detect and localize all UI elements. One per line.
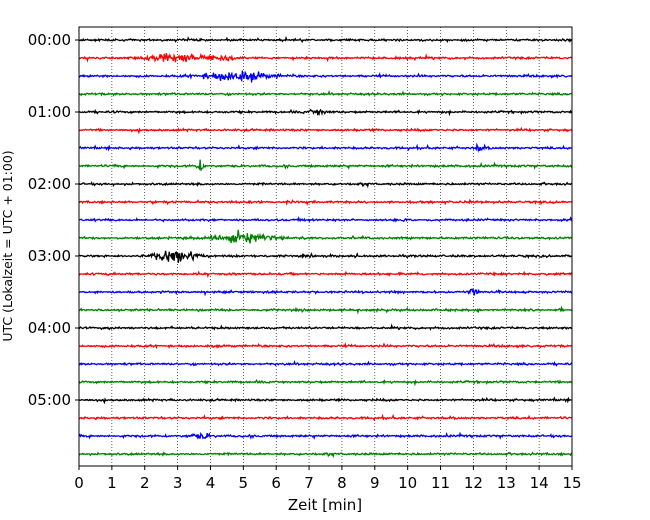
trace-row-5	[78, 126, 573, 135]
trace-row-8	[78, 181, 573, 189]
x-tick-label: 4	[206, 474, 216, 492]
y-tick-label: 03:00	[28, 247, 71, 265]
trace-row-1	[78, 52, 573, 63]
plot-background	[79, 27, 572, 466]
trace-row-7	[78, 159, 573, 171]
x-axis-title: Zeit [min]	[288, 496, 362, 514]
grid-lines	[111, 27, 540, 466]
y-tick-label: 01:00	[28, 103, 71, 121]
x-tick-label: 5	[239, 474, 249, 492]
x-tick-label: 7	[304, 474, 314, 492]
trace-row-2	[78, 70, 573, 83]
y-axis-ticks: 00:00 01:00 02:00 03:00 04:00 05:00	[28, 31, 79, 409]
y-axis-title: UTC (Lokalzeit = UTC + 01:00)	[0, 150, 15, 341]
trace-row-9	[78, 198, 573, 207]
x-tick-label: 9	[370, 474, 380, 492]
trace-row-23	[78, 451, 573, 459]
trace-row-21	[78, 413, 573, 422]
trace-row-18	[78, 359, 573, 367]
y-tick-label: 04:00	[28, 319, 71, 337]
x-tick-label: 0	[74, 474, 84, 492]
y-tick-label: 05:00	[28, 391, 71, 409]
x-tick-label: 10	[398, 474, 417, 492]
x-axis-ticks: 0 1 2 3 4 5 6 7 8 9 10 11 12 13 14 15	[74, 466, 582, 492]
x-tick-label: 15	[562, 474, 581, 492]
x-tick-label: 1	[107, 474, 117, 492]
y-tick-label: 02:00	[28, 175, 71, 193]
trace-row-10	[78, 215, 573, 223]
x-tick-label: 14	[530, 474, 549, 492]
x-tick-label: 13	[497, 474, 516, 492]
x-tick-label: 12	[464, 474, 483, 492]
x-tick-label: 6	[271, 474, 281, 492]
trace-row-15	[78, 305, 573, 315]
trace-row-14	[78, 288, 573, 297]
trace-row-12	[79, 250, 573, 263]
trace-row-6	[78, 142, 573, 153]
trace-row-3	[78, 89, 573, 97]
trace-row-17	[78, 342, 573, 350]
trace-row-19	[78, 378, 573, 387]
x-tick-label: 8	[337, 474, 347, 492]
plot-frame	[78, 26, 573, 467]
x-tick-label: 11	[431, 474, 450, 492]
trace-row-20	[78, 396, 573, 405]
y-tick-label: 00:00	[28, 31, 71, 49]
trace-row-13	[78, 270, 573, 279]
trace-row-16	[78, 323, 573, 331]
trace-row-11	[78, 229, 573, 244]
trace-row-0	[78, 35, 573, 44]
trace-series	[78, 35, 573, 459]
x-tick-label: 2	[140, 474, 150, 492]
x-tick-label: 3	[173, 474, 183, 492]
trace-row-22	[78, 431, 573, 440]
trace-row-4	[78, 108, 573, 117]
